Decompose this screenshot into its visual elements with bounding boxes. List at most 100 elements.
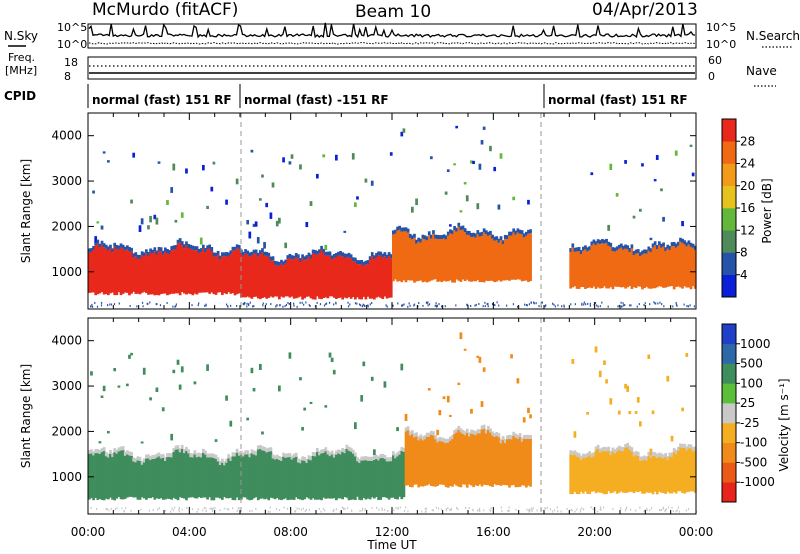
data-fringe [641, 250, 644, 255]
near-range-echo [437, 507, 440, 510]
data-fringe [96, 449, 100, 454]
near-range-echo [91, 305, 94, 308]
data-fringe [313, 452, 317, 457]
data-column [421, 440, 425, 487]
data-column [100, 452, 104, 500]
data-column [199, 457, 203, 498]
data-fringe [265, 251, 269, 256]
scatter-echo [459, 332, 463, 340]
near-range-echo [169, 510, 172, 513]
data-column [354, 261, 357, 300]
near-range-echo [265, 303, 267, 306]
data-column [330, 454, 334, 499]
data-fringe [307, 252, 311, 257]
data-fringe [248, 453, 252, 458]
near-range-echo [283, 506, 285, 509]
near-range-echo [95, 507, 98, 510]
data-column [227, 256, 231, 293]
data-column [297, 462, 300, 499]
near-range-echo [385, 304, 387, 307]
data-fringe [603, 446, 606, 451]
near-range-echo [361, 509, 363, 512]
data-fringe [453, 429, 456, 434]
data-fringe [164, 456, 167, 461]
time-axis-labels: 00:00 04:00 08:00 12:00 16:00 20:00 00:00 [71, 525, 714, 539]
near-range-echo [344, 508, 346, 511]
nave-label: Nave [746, 64, 777, 78]
near-range-echo [397, 507, 399, 510]
data-column [385, 461, 389, 498]
data-column [130, 251, 133, 294]
data-fringe [463, 228, 467, 233]
near-range-echo [369, 303, 371, 306]
near-range-echo [110, 303, 113, 306]
near-range-echo [660, 509, 663, 512]
data-fringe [343, 253, 347, 258]
scatter-echo [250, 367, 254, 374]
data-fringe [385, 457, 389, 462]
data-column [191, 249, 195, 296]
scatter-echo [212, 161, 216, 165]
data-column [626, 249, 630, 288]
data-fringe [288, 453, 292, 458]
data-fringe [189, 453, 193, 458]
data-fringe [411, 235, 414, 240]
scatter-echo [354, 202, 357, 208]
data-fringe [668, 452, 672, 457]
scatter-echo [628, 411, 632, 415]
near-range-echo [282, 305, 284, 308]
data-fringe [527, 434, 530, 439]
data-fringe [107, 453, 110, 458]
data-fringe [318, 249, 321, 254]
data-column [119, 247, 123, 296]
data-column [419, 242, 423, 281]
data-fringe [366, 260, 370, 265]
near-range-echo [157, 508, 159, 511]
data-column [394, 233, 397, 280]
data-column [624, 248, 627, 289]
scatter-echo [149, 397, 152, 401]
data-column [104, 456, 108, 499]
data-fringe [516, 434, 520, 439]
near-range-echo [279, 304, 281, 307]
scatter-echo [102, 385, 106, 392]
data-column [145, 253, 148, 293]
data-column [218, 259, 222, 293]
near-range-echo [445, 509, 447, 512]
scatter-echo [303, 407, 307, 411]
data-fringe [408, 233, 412, 238]
near-range-echo [191, 304, 193, 307]
data-column [632, 255, 636, 288]
scatter-echo [615, 192, 619, 197]
data-fringe [687, 444, 691, 449]
data-fringe [180, 444, 184, 449]
near-range-echo [584, 303, 587, 306]
power-colorbar-swatch [722, 252, 736, 276]
data-fringe [199, 453, 203, 458]
near-range-echo [635, 509, 637, 512]
data-column [155, 254, 159, 295]
data-column [341, 256, 345, 300]
data-fringe [394, 229, 397, 234]
scatter-echo [681, 407, 684, 412]
data-column [212, 256, 216, 295]
data-fringe [278, 456, 281, 461]
noise-panel: N.Sky 10^5 10^0 10^5 10^0 N.Search [4, 21, 800, 51]
data-column [170, 250, 174, 294]
data-column [254, 253, 258, 297]
near-range-echo [159, 304, 162, 307]
near-range-echo [362, 507, 364, 510]
data-fringe [457, 222, 461, 227]
data-column [463, 435, 467, 485]
noise-panel-frame [87, 23, 697, 49]
near-range-echo [417, 305, 419, 308]
data-fringe [632, 452, 636, 457]
near-range-echo [675, 510, 677, 513]
data-column [332, 457, 336, 499]
data-fringe [168, 249, 171, 254]
data-column [571, 247, 575, 288]
data-fringe [370, 456, 374, 461]
data-column [607, 245, 611, 289]
